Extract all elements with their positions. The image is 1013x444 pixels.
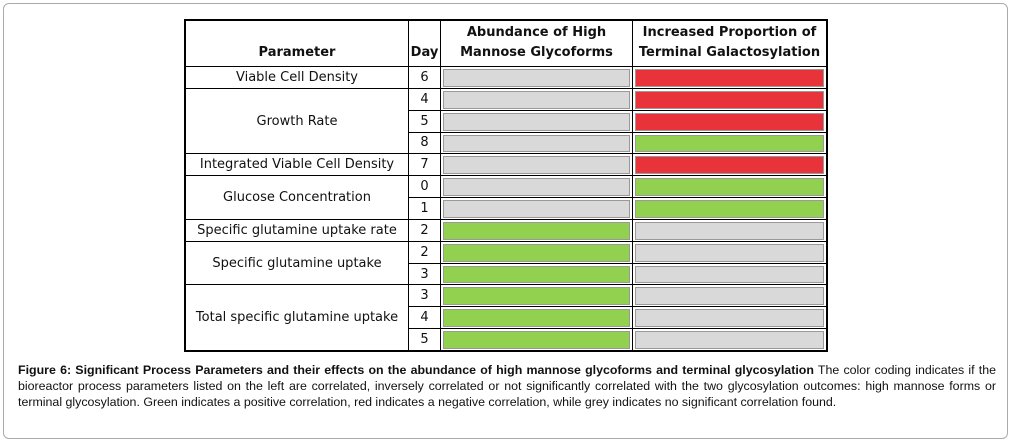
- caption-label: Figure 6: Significant Process Parameters…: [18, 363, 814, 377]
- correlation-swatch: [635, 309, 824, 328]
- correlation-swatch: [443, 156, 630, 175]
- correlation-swatch: [443, 309, 630, 328]
- correlation-swatch: [635, 69, 824, 87]
- correlation-swatch: [443, 265, 630, 284]
- correlation-cell: [440, 131, 633, 155]
- correlation-cell: [632, 131, 827, 155]
- correlation-cell: [632, 153, 827, 177]
- correlation-swatch: [443, 331, 630, 349]
- correlation-cell: [632, 66, 827, 89]
- correlation-swatch: [635, 112, 824, 131]
- correlation-cell: [440, 109, 633, 133]
- figure-frame: [3, 3, 1008, 439]
- correlation-swatch: [635, 221, 824, 240]
- correlation-swatch: [635, 265, 824, 284]
- correlation-cell: [440, 306, 633, 330]
- correlation-swatch: [635, 178, 824, 197]
- caption: Figure 6: Significant Process Parameters…: [18, 362, 996, 410]
- correlation-cell: [632, 328, 827, 351]
- parameter-cell: Total specific glutamine uptake: [185, 284, 409, 351]
- caption-text: The color coding indicates if the biorea…: [18, 363, 997, 409]
- correlation-swatch: [635, 134, 824, 153]
- correlation-swatch: [443, 287, 630, 306]
- correlation-swatch: [443, 134, 630, 153]
- correlation-cell: [440, 240, 633, 264]
- correlation-swatch: [443, 112, 630, 131]
- correlation-cell: [632, 262, 827, 286]
- correlation-swatch: [443, 221, 630, 240]
- correlation-cell: [440, 218, 633, 242]
- table-border: [184, 19, 828, 352]
- parameter-cell: Viable Cell Density: [185, 66, 409, 89]
- correlation-cell: [440, 153, 633, 177]
- parameter-cell: Growth Rate: [185, 87, 409, 155]
- table: Parameter Day Abundance of High Mannose Gl…: [184, 19, 828, 352]
- correlation-cell: [632, 87, 827, 111]
- correlation-swatch: [443, 178, 630, 197]
- correlation-swatch: [443, 90, 630, 109]
- correlation-swatch: [635, 90, 824, 109]
- correlation-swatch: [635, 331, 824, 349]
- correlation-cell: [632, 109, 827, 133]
- correlation-swatch: [635, 287, 824, 306]
- correlation-cell: [632, 284, 827, 308]
- correlation-swatch: [443, 243, 630, 262]
- correlation-swatch: [443, 69, 630, 87]
- parameter-cell: Specific glutamine uptake: [185, 240, 409, 286]
- correlation-swatch: [635, 156, 824, 175]
- correlation-swatch: [635, 243, 824, 262]
- correlation-swatch: [635, 200, 824, 218]
- correlation-cell: [440, 328, 633, 351]
- correlation-swatch: [443, 200, 630, 218]
- correlation-cell: [632, 306, 827, 330]
- parameter-cell: Glucose Concentration: [185, 175, 409, 220]
